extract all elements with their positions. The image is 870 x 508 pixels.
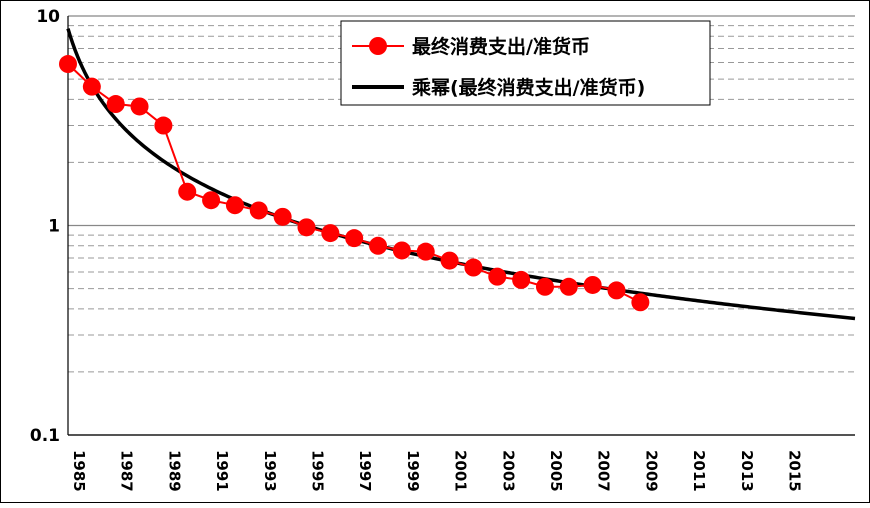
data-point [345, 229, 364, 248]
x-tick-label: 1987 [118, 450, 136, 492]
x-tick-label: 1995 [308, 450, 326, 492]
data-point [154, 116, 173, 135]
y-tick-label: 1 [48, 217, 60, 237]
legend-marker-red [369, 37, 387, 55]
data-point [202, 191, 221, 210]
data-point [273, 207, 292, 226]
data-point [249, 201, 268, 220]
x-tick-label: 2001 [452, 450, 470, 492]
y-tick-labels: 10 1 0.1 [30, 7, 60, 446]
grid [68, 15, 855, 436]
x-tick-label: 2003 [499, 450, 517, 492]
data-point [82, 77, 101, 96]
data-point [440, 251, 459, 270]
data-point [416, 242, 435, 261]
data-point [321, 224, 340, 243]
x-tick-label: 1997 [356, 450, 374, 492]
data-point [607, 281, 626, 300]
data-point [392, 241, 411, 260]
x-tick-label: 2005 [547, 450, 565, 492]
x-tick-label: 2011 [690, 450, 708, 492]
data-point [535, 277, 554, 296]
data-point [225, 196, 244, 215]
legend-label-trend: 乘幂(最终消费支出/准货币) [411, 76, 645, 99]
data-point [297, 218, 316, 237]
data-point [106, 95, 125, 114]
data-point [369, 236, 388, 255]
data-point [178, 182, 197, 201]
data-point [464, 258, 483, 277]
x-tick-label: 2009 [642, 450, 660, 492]
data-point [488, 267, 507, 286]
series-layer [59, 55, 650, 312]
x-tick-label: 1999 [404, 450, 422, 492]
x-tick-labels: 1985 1987 1989 1991 1993 1995 1997 1999 2001 2003… [70, 450, 803, 492]
x-tick-label: 1989 [165, 450, 183, 492]
data-point [559, 277, 578, 296]
legend-label-observed: 最终消费支出/准货币 [412, 35, 590, 58]
data-point [512, 270, 531, 289]
x-tick-label: 1985 [70, 450, 88, 492]
data-point [631, 293, 650, 312]
y-tick-label: 0.1 [30, 426, 60, 446]
data-point [130, 97, 149, 116]
legend-box [340, 20, 711, 106]
x-tick-label: 2013 [738, 450, 756, 492]
legend: 最终消费支出/准货币 乘幂(最终消费支出/准货币) [340, 20, 711, 106]
x-tick-label: 1991 [213, 450, 231, 492]
data-point [583, 275, 602, 294]
data-point [59, 55, 77, 74]
x-tick-label: 1993 [261, 450, 279, 492]
x-tick-label: 2015 [785, 450, 803, 492]
y-tick-label: 10 [36, 7, 60, 27]
x-tick-label: 2007 [595, 450, 613, 492]
